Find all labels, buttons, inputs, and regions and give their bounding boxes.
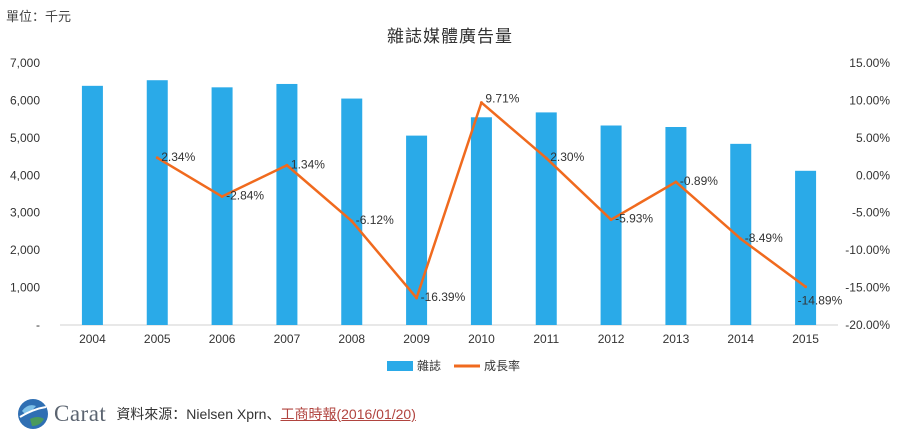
bar-series (81, 80, 817, 326)
bar (276, 83, 298, 326)
bar (341, 98, 363, 325)
x-tick-label: 2006 (209, 332, 236, 346)
bar (665, 127, 687, 325)
x-tick-label: 2007 (274, 332, 301, 346)
line-data-label: 2.34% (161, 150, 195, 164)
footer: Carat 資料來源：Nielsen Xprn、工商時報(2016/01/20) (16, 396, 416, 432)
right-tick-label: 5.00% (856, 131, 890, 145)
left-tick-label: 5,000 (10, 131, 40, 145)
left-tick-label: 1,000 (10, 281, 40, 295)
line-point (674, 180, 678, 184)
line-point (350, 219, 354, 223)
x-tick-label: 2012 (598, 332, 625, 346)
legend-line-label: 成長率 (484, 358, 520, 373)
x-axis: 2004 2005 2006 2007 2008 2009 2010 2011 2012 2013… (60, 324, 838, 346)
line-point (415, 296, 419, 300)
left-tick-label: - (36, 318, 40, 332)
right-tick-label: 0.00% (856, 168, 890, 182)
x-tick-label: 2004 (79, 332, 106, 346)
source-prefix: 資料來源：Nielsen Xprn、 (116, 406, 281, 422)
line-point (544, 156, 548, 160)
globe-icon (18, 399, 48, 429)
x-tick-label: 2009 (403, 332, 430, 346)
line-data-label: -8.49% (745, 231, 783, 245)
line-point (804, 285, 808, 289)
bar (81, 85, 103, 326)
line-data-label: 2.30% (550, 150, 584, 164)
bar (795, 170, 817, 325)
line-data-label: -0.89% (680, 174, 718, 188)
line-data-label: 9.71% (485, 92, 519, 106)
x-tick-label: 2011 (533, 332, 559, 346)
bar (211, 87, 233, 325)
line-point (739, 237, 743, 241)
source-link[interactable]: 工商時報(2016/01/20) (280, 406, 416, 422)
line-point (479, 101, 483, 105)
line-data-label: -14.89% (798, 294, 843, 308)
right-tick-label: -5.00% (852, 206, 890, 220)
right-tick-label: 10.00% (849, 93, 890, 107)
source-text: 資料來源：Nielsen Xprn、工商時報(2016/01/20) (116, 404, 416, 424)
bar (730, 143, 752, 325)
legend-bar-label: 雜誌 (417, 358, 441, 373)
line-point (285, 163, 289, 167)
bar (146, 80, 168, 326)
x-tick-label: 2005 (144, 332, 171, 346)
right-tick-label: -15.00% (845, 281, 890, 295)
bar (406, 135, 428, 325)
legend-bar-swatch (387, 361, 413, 371)
x-tick-label: 2010 (468, 332, 495, 346)
bar (535, 112, 557, 325)
left-tick-label: 3,000 (10, 206, 40, 220)
line-point (609, 218, 613, 222)
line-point (220, 195, 224, 199)
right-tick-label: 15.00% (849, 56, 890, 70)
bar (470, 117, 492, 326)
unit-label: 單位：千元 (6, 9, 72, 24)
x-tick-label: 2015 (792, 332, 819, 346)
x-tick-label: 2014 (727, 332, 754, 346)
x-tick-label: 2013 (663, 332, 690, 346)
line-point (155, 156, 159, 160)
legend: 雜誌 成長率 (387, 358, 520, 373)
right-axis: 15.00% 10.00% 5.00% 0.00% -5.00% -10.00% -15.0… (845, 56, 890, 332)
carat-logo: Carat (16, 397, 106, 431)
chart-title: 雜誌媒體廣告量 (387, 27, 513, 46)
left-axis: - 1,000 2,000 3,000 4,000 5,000 6,000 7,000 (10, 56, 40, 332)
left-tick-label: 4,000 (10, 168, 40, 182)
line-data-label: -6.12% (356, 213, 394, 227)
line-series (155, 101, 808, 300)
bar (600, 125, 622, 326)
left-tick-label: 7,000 (10, 56, 40, 70)
line-data-label: 1.34% (291, 157, 325, 171)
right-tick-label: -10.00% (845, 243, 890, 257)
right-tick-label: -20.00% (845, 318, 890, 332)
line-data-label: -16.39% (421, 290, 466, 304)
left-tick-label: 6,000 (10, 93, 40, 107)
x-tick-label: 2008 (338, 332, 365, 346)
line-data-labels: 2.34% -2.84% 1.34% -6.12% -16.39% 9.71% 2.30% -… (161, 92, 842, 308)
line-data-label: -2.84% (226, 189, 264, 203)
logo-text: Carat (54, 401, 107, 426)
line-data-label: -5.93% (615, 212, 653, 226)
left-tick-label: 2,000 (10, 243, 40, 257)
